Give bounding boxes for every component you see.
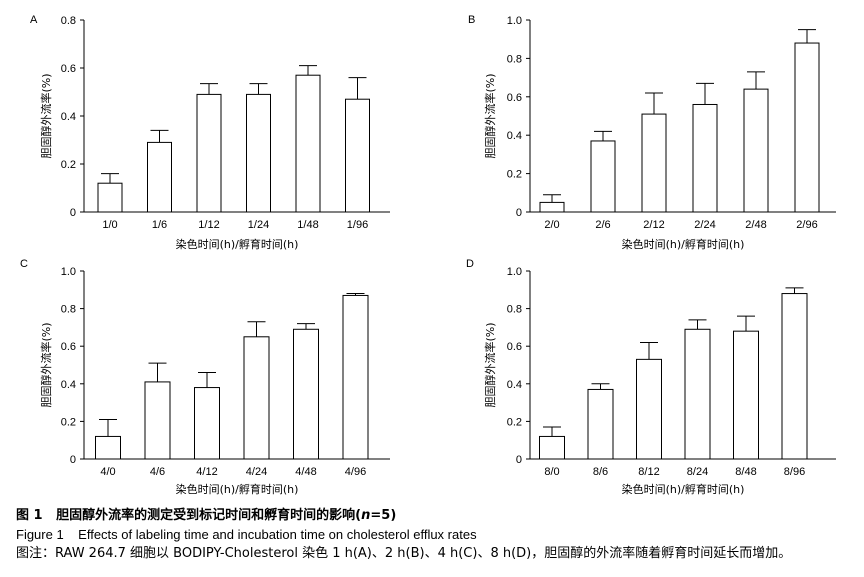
x-tick-label: 4/0 bbox=[100, 466, 115, 478]
caption-chinese-text-post: =5) bbox=[370, 508, 397, 523]
caption-english-text: Effects of labeling time and incubation … bbox=[78, 527, 477, 542]
figure-caption: 图 1 胆固醇外流率的测定受到标记时间和孵育时间的影响(n=5) Figure … bbox=[16, 506, 856, 563]
x-tick-label: 2/24 bbox=[694, 219, 715, 231]
caption-chinese-text-pre: 胆固醇外流率的测定受到标记时间和孵育时间的影响( bbox=[56, 508, 362, 523]
x-tick-label: 2/0 bbox=[544, 219, 559, 231]
x-tick-label: 8/48 bbox=[735, 466, 756, 478]
x-tick-label: 1/0 bbox=[102, 219, 117, 231]
bar bbox=[345, 98, 370, 213]
x-tick-label: 1/6 bbox=[152, 219, 167, 231]
panel-label: D bbox=[466, 258, 474, 270]
y-tick-label: 0 bbox=[70, 454, 76, 466]
x-tick-label: 2/96 bbox=[796, 219, 817, 231]
y-tick-label: 0.8 bbox=[61, 15, 76, 27]
bar bbox=[794, 42, 820, 213]
y-tick-label: 0.6 bbox=[61, 63, 76, 75]
y-tick-label: 0.6 bbox=[507, 92, 522, 104]
y-tick-label: 0.4 bbox=[61, 111, 76, 123]
x-tick-label: 2/12 bbox=[643, 219, 664, 231]
x-tick-label: 2/48 bbox=[745, 219, 766, 231]
bar bbox=[194, 387, 220, 460]
bar bbox=[196, 93, 222, 213]
y-tick-label: 0.8 bbox=[507, 304, 522, 316]
y-tick-label: 0 bbox=[70, 207, 76, 219]
x-tick-label: 4/96 bbox=[345, 466, 366, 478]
chart-panel-b: B 0 0.2 0.4 0.6 0.8 1.0 胆固醇外流率(%) 2/0 2/6 2/12 2/24… bbox=[468, 14, 836, 251]
x-tick-label: 1/48 bbox=[297, 219, 318, 231]
y-tick-label: 1.0 bbox=[507, 266, 522, 278]
bar bbox=[590, 140, 616, 213]
bar bbox=[144, 381, 171, 460]
y-tick-label: 0.4 bbox=[61, 379, 76, 391]
bar bbox=[692, 103, 718, 213]
y-tick-label: 0.2 bbox=[507, 416, 522, 428]
x-tick-label: 4/24 bbox=[246, 466, 267, 478]
x-tick-label: 8/12 bbox=[638, 466, 659, 478]
x-axis-label: 染色时间(h)/孵育时间(h) bbox=[622, 237, 745, 251]
y-tick-label: 0.8 bbox=[507, 53, 522, 65]
bar bbox=[743, 88, 769, 213]
x-tick-label: 1/12 bbox=[198, 219, 219, 231]
panel-label: B bbox=[468, 14, 475, 26]
caption-english-title: Figure 1 Effects of labeling time and in… bbox=[16, 525, 856, 544]
bar bbox=[97, 182, 123, 213]
y-tick-label: 1.0 bbox=[61, 266, 76, 278]
chart-panel-d: D 0 0.2 0.4 0.6 0.8 1.0 胆固醇外流率(%) 8/0 8/6 8/12 8/24… bbox=[466, 258, 836, 496]
bar bbox=[342, 294, 369, 460]
bar bbox=[587, 388, 614, 460]
x-tick-label: 2/6 bbox=[595, 219, 610, 231]
x-tick-label: 1/24 bbox=[248, 219, 269, 231]
bar bbox=[147, 141, 172, 213]
y-tick-label: 0.6 bbox=[507, 341, 522, 353]
panel-label: A bbox=[30, 14, 38, 26]
caption-chinese-title: 图 1 胆固醇外流率的测定受到标记时间和孵育时间的影响(n=5) bbox=[16, 506, 856, 525]
caption-chinese-label: 图 1 bbox=[16, 508, 43, 523]
chart-panel-c: C 0 0.2 0.4 0.6 0.8 1.0 胆固醇外流率(%) 4/0 4/6 4/12 4/24… bbox=[20, 258, 390, 496]
y-tick-label: 0 bbox=[516, 454, 522, 466]
x-tick-label: 1/96 bbox=[347, 219, 368, 231]
caption-chinese-n: n bbox=[361, 508, 371, 523]
bar bbox=[539, 435, 565, 460]
x-tick-label: 8/96 bbox=[784, 466, 805, 478]
x-tick-label: 8/24 bbox=[687, 466, 708, 478]
y-tick-label: 1.0 bbox=[507, 15, 522, 27]
bar bbox=[636, 358, 662, 460]
bar bbox=[781, 293, 808, 460]
y-tick-label: 0.2 bbox=[507, 169, 522, 181]
y-axis-label: 胆固醇外流率(%) bbox=[39, 322, 53, 407]
caption-english-label: Figure 1 bbox=[16, 527, 64, 542]
chart-panel-a: A 0 0.2 0.4 0.6 0.8 胆固醇外流率(%) 1/0 1/6 1/12 1/24 1/4… bbox=[30, 14, 390, 251]
bar bbox=[295, 74, 321, 213]
panel-label: C bbox=[20, 258, 28, 270]
y-axis-label: 胆固醇外流率(%) bbox=[483, 73, 497, 158]
y-tick-label: 0.4 bbox=[507, 130, 522, 142]
y-tick-label: 0 bbox=[516, 207, 522, 219]
bar bbox=[733, 330, 759, 460]
bar bbox=[246, 93, 271, 213]
x-tick-label: 4/48 bbox=[295, 466, 316, 478]
x-axis-label: 染色时间(h)/孵育时间(h) bbox=[622, 482, 745, 496]
figure-charts: A 0 0.2 0.4 0.6 0.8 胆固醇外流率(%) 1/0 1/6 1/12 1/24 1/4… bbox=[20, 14, 836, 496]
bar bbox=[293, 328, 319, 460]
x-tick-label: 4/6 bbox=[150, 466, 165, 478]
x-tick-label: 4/12 bbox=[196, 466, 217, 478]
bar bbox=[684, 328, 711, 460]
y-axis-label: 胆固醇外流率(%) bbox=[483, 322, 497, 407]
bar bbox=[641, 113, 667, 213]
y-axis-label: 胆固醇外流率(%) bbox=[39, 73, 53, 158]
bar bbox=[95, 435, 121, 460]
x-axis-label: 染色时间(h)/孵育时间(h) bbox=[176, 482, 299, 496]
y-tick-label: 0.6 bbox=[61, 341, 76, 353]
bar bbox=[243, 336, 270, 460]
y-tick-label: 0.2 bbox=[61, 416, 76, 428]
caption-note: 图注：RAW 264.7 细胞以 BODIPY-Cholesterol 染色 1… bbox=[16, 546, 792, 561]
bar bbox=[539, 201, 565, 213]
x-axis-label: 染色时间(h)/孵育时间(h) bbox=[176, 237, 299, 251]
y-tick-label: 0.4 bbox=[507, 379, 522, 391]
y-tick-label: 0.8 bbox=[61, 304, 76, 316]
x-tick-label: 8/0 bbox=[544, 466, 559, 478]
x-tick-label: 8/6 bbox=[593, 466, 608, 478]
y-tick-label: 0.2 bbox=[61, 159, 76, 171]
